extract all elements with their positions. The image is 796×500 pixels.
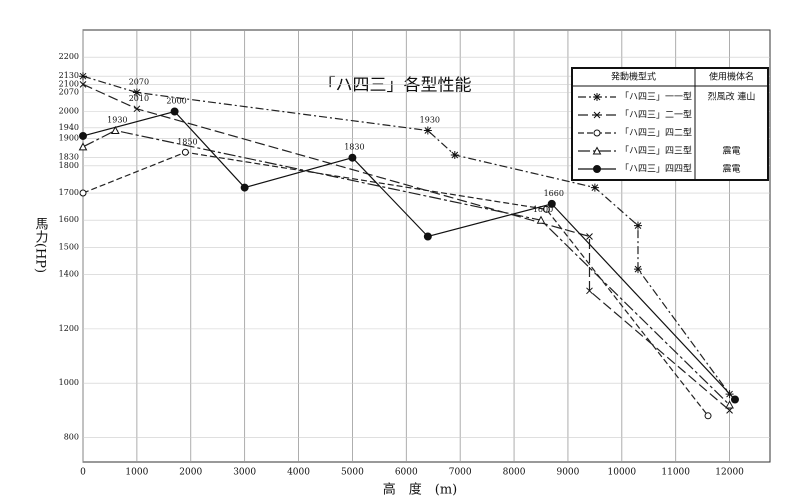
legend-marker xyxy=(592,146,602,155)
legend-label: 「ハ四三」二一型 xyxy=(620,110,692,121)
marker xyxy=(79,131,87,140)
y-tick-label: 1830 xyxy=(59,153,79,162)
y-tick-label: 1700 xyxy=(59,188,79,197)
series-line xyxy=(82,151,709,417)
y-tick-label: 800 xyxy=(64,433,79,442)
legend-label: 「ハ四三」一一型 xyxy=(620,92,692,103)
marker xyxy=(547,199,556,208)
y-tick-label: 1940 xyxy=(59,123,79,132)
legend-header: 使用機体名 xyxy=(709,71,754,83)
marker xyxy=(79,189,87,197)
data-label: 1930 xyxy=(420,116,440,125)
x-tick-label: 6000 xyxy=(395,468,418,478)
x-tick-label: 0 xyxy=(80,468,86,478)
x-tick-label: 5000 xyxy=(341,468,364,478)
data-label: 2000 xyxy=(166,97,186,106)
marker xyxy=(586,233,593,240)
marker xyxy=(590,183,599,192)
marker xyxy=(181,148,189,156)
legend-label: 「ハ四三」四二型 xyxy=(620,128,692,139)
x-tick-label: 12000 xyxy=(715,468,744,478)
legend-box xyxy=(571,67,769,181)
chart-title: 「ハ四三」各型性能 xyxy=(319,76,472,96)
x-tick-label: 11000 xyxy=(661,468,690,478)
marker xyxy=(704,412,712,420)
x-tick-label: 2000 xyxy=(179,468,202,478)
y-tick-label: 1500 xyxy=(59,242,79,251)
legend-label: 「ハ四三」四三型 xyxy=(620,146,692,157)
marker xyxy=(79,72,87,81)
legend-aircraft: 震電 xyxy=(722,164,740,175)
series-line xyxy=(82,83,730,411)
y-tick-label: 2200 xyxy=(59,52,79,61)
marker xyxy=(633,221,642,230)
y-tick-label: 1400 xyxy=(59,270,79,279)
y-tick-label: 1600 xyxy=(59,215,79,224)
legend-marker xyxy=(593,93,601,101)
y-tick-label: 2070 xyxy=(59,87,79,96)
x-tick-label: 7000 xyxy=(449,468,472,478)
y-tick-label: 1000 xyxy=(59,378,79,387)
marker xyxy=(348,153,357,162)
marker xyxy=(110,125,120,135)
y-tick-label: 2130 xyxy=(59,71,79,80)
marker xyxy=(423,126,432,135)
legend-marker xyxy=(593,165,601,173)
x-tick-label: 10000 xyxy=(608,468,637,478)
y-tick-label: 2100 xyxy=(59,79,79,88)
series-line xyxy=(82,129,731,406)
marker xyxy=(725,400,734,409)
y-tick-label: 1900 xyxy=(59,134,79,143)
marker xyxy=(542,205,550,213)
marker xyxy=(170,107,179,116)
y-tick-label: 1800 xyxy=(59,161,79,170)
data-label: 2070 xyxy=(129,77,149,86)
y-axis-label: 馬力(HP) xyxy=(33,217,49,273)
marker xyxy=(78,142,88,151)
legend-aircraft: 震電 xyxy=(722,146,740,157)
marker xyxy=(730,395,739,404)
x-tick-label: 3000 xyxy=(233,468,256,478)
data-label: 1830 xyxy=(344,143,364,152)
data-label: 1930 xyxy=(107,116,127,125)
marker xyxy=(132,88,141,97)
marker xyxy=(423,232,432,241)
data-label: 2010 xyxy=(129,94,149,103)
marker xyxy=(633,265,642,274)
marker xyxy=(240,183,249,192)
y-tick-label: 1200 xyxy=(59,324,79,333)
x-tick-label: 9000 xyxy=(556,468,579,478)
y-tick-label: 2000 xyxy=(59,107,79,116)
legend-aircraft: 烈風改 連山 xyxy=(708,91,756,103)
legend-marker xyxy=(593,129,601,137)
legend-label: 「ハ四三」四四型 xyxy=(620,164,692,175)
marker xyxy=(133,105,141,113)
data-label: 1660 xyxy=(544,189,564,198)
x-tick-label: 1000 xyxy=(125,468,148,478)
x-axis-label: 高 度 (m) xyxy=(383,482,457,498)
marker xyxy=(79,80,87,88)
data-label: 1600 xyxy=(533,205,553,214)
legend-header: 発動機型式 xyxy=(611,71,656,83)
x-tick-label: 4000 xyxy=(287,468,310,478)
marker xyxy=(536,215,546,224)
marker xyxy=(450,150,459,159)
x-tick-label: 8000 xyxy=(503,468,526,478)
marker xyxy=(586,287,593,295)
legend-marker xyxy=(593,111,601,119)
data-label: 1850 xyxy=(177,137,197,146)
